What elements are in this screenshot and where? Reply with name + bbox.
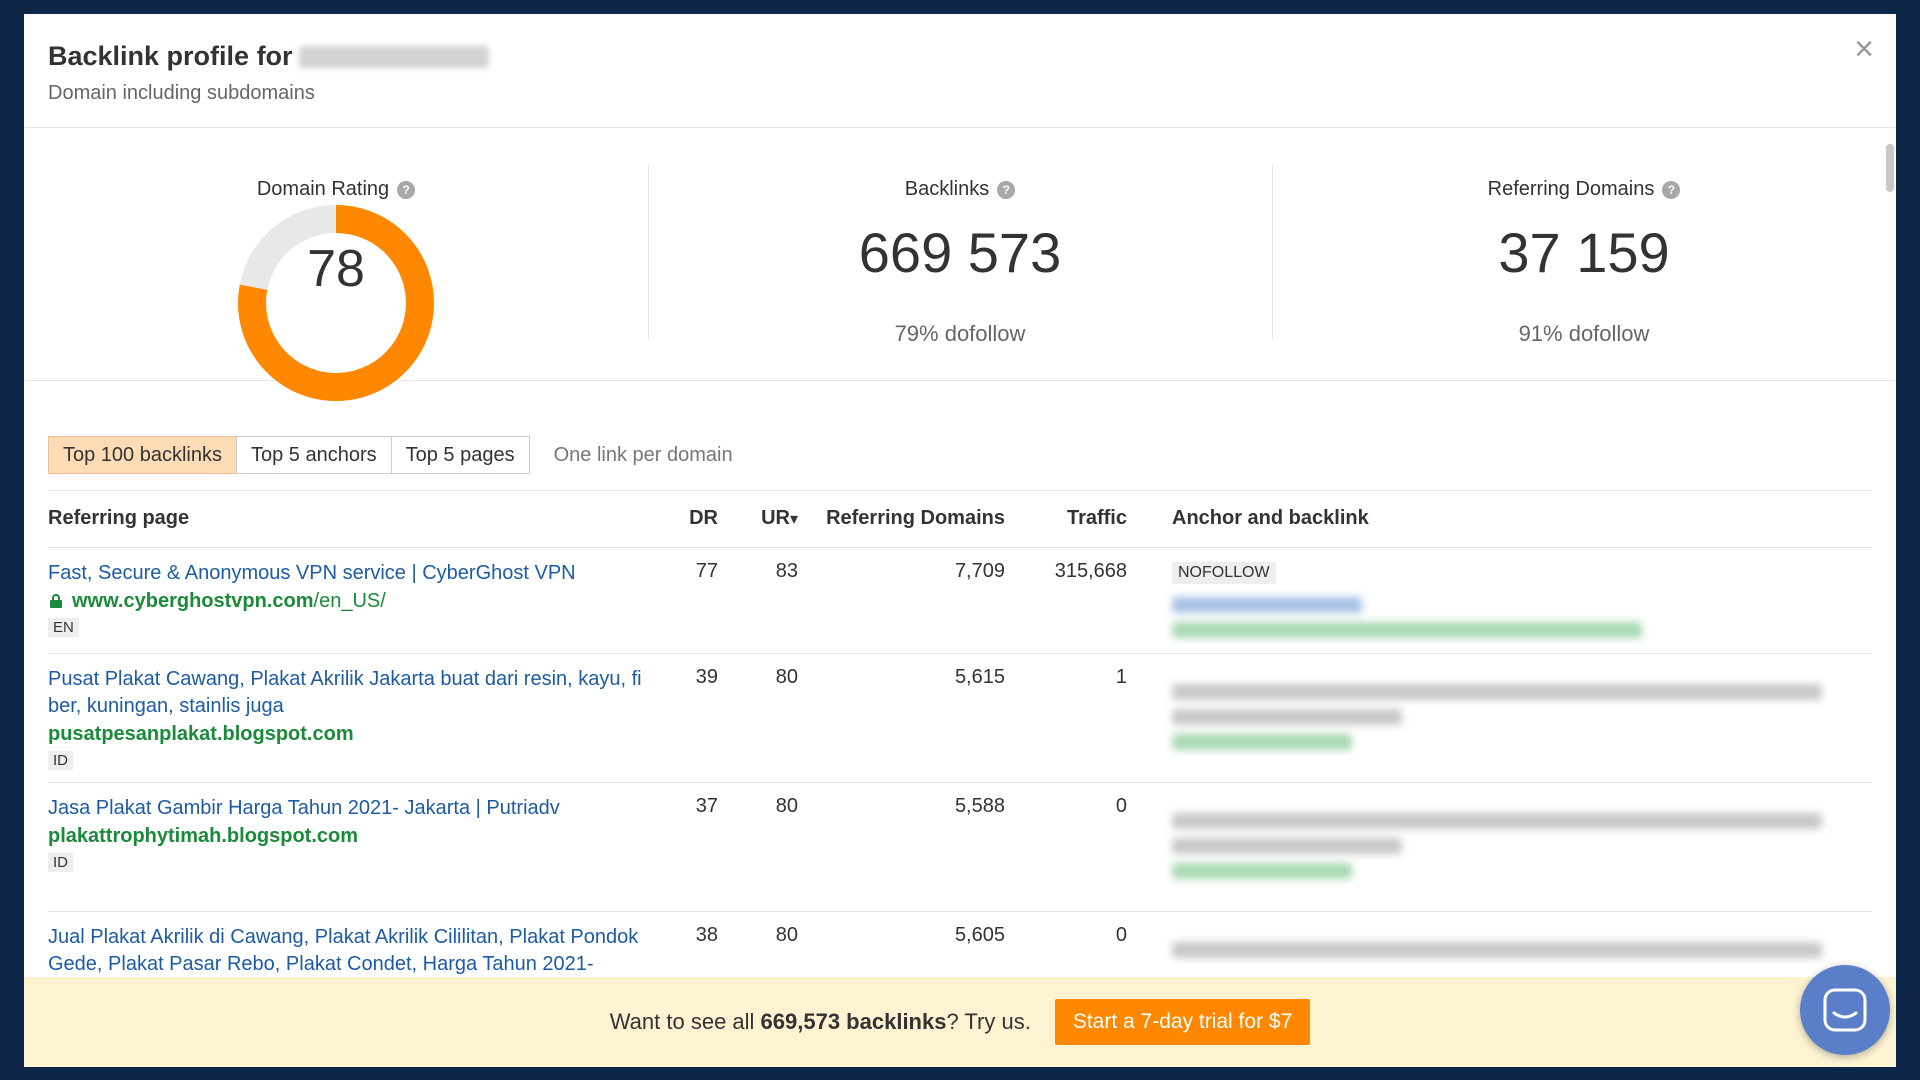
url-domain: pusatpesanplakat.blogspot.com	[48, 722, 354, 745]
stat-domain-rating: Domain Rating ? 78	[24, 128, 648, 401]
language-badge: ID	[48, 750, 73, 770]
url-domain: www.cyberghostvpn.com	[72, 589, 314, 612]
referring-page-link[interactable]: Pusat Plakat Cawang, Plakat Akrilik Jaka…	[48, 667, 642, 717]
backlinks-label: Backlinks	[904, 178, 990, 200]
referring-domains-cell: 5,588	[798, 782, 1005, 912]
traffic-cell: 315,668	[1005, 547, 1127, 654]
stat-label-domain-rating: Domain Rating ?	[256, 178, 416, 201]
ur-cell: 80	[718, 782, 798, 912]
dr-cell: 39	[648, 653, 718, 783]
banner-text: Want to see all 669,573 backlinks? Try u…	[610, 1009, 1031, 1035]
domain-rating-label: Domain Rating	[256, 178, 390, 200]
referring-page-link[interactable]: Jasa Plakat Gambir Harga Tahun 2021- Jak…	[48, 796, 560, 819]
header-anchor-backlink: Anchor and backlink	[1127, 491, 1872, 548]
backlinks-dofollow: 79% dofollow	[894, 321, 1026, 346]
referring-domains-value: 37 159	[1498, 221, 1670, 284]
redacted-anchor	[1172, 941, 1822, 958]
header-referring-domains[interactable]: Referring Domains	[798, 491, 1005, 548]
traffic-cell: 0	[1005, 782, 1127, 912]
stat-referring-domains: Referring Domains ? 37 159 91% dofollow	[1272, 128, 1896, 380]
one-link-per-domain[interactable]: One link per domain	[553, 443, 733, 466]
header-traffic[interactable]: Traffic	[1005, 491, 1127, 548]
modal-header: Backlink profile for Domain including su…	[24, 14, 1896, 128]
redacted-backlink	[1172, 621, 1642, 638]
gauge-svg	[238, 205, 434, 401]
referring-domains-label: Referring Domains	[1487, 178, 1655, 200]
redacted-backlink	[1172, 862, 1352, 879]
backlink-modal: Backlink profile for Domain including su…	[24, 14, 1896, 1067]
domain-rating-gauge: 78	[236, 203, 436, 403]
table-row: Jasa Plakat Gambir Harga Tahun 2021- Jak…	[48, 782, 1872, 912]
language-badge: ID	[48, 852, 73, 872]
language-badge: EN	[48, 617, 79, 637]
referring-page-cell: Fast, Secure & Anonymous VPN service | C…	[48, 547, 648, 654]
referring-page-cell: Jasa Plakat Gambir Harga Tahun 2021- Jak…	[48, 782, 648, 912]
redacted-anchor-2	[1172, 708, 1402, 725]
referring-domains-cell: 5,615	[798, 653, 1005, 783]
table-row: Pusat Plakat Cawang, Plakat Akrilik Jaka…	[48, 653, 1872, 783]
banner-text-post: ? Try us.	[946, 1009, 1031, 1034]
referring-page-url[interactable]: www.cyberghostvpn.com/en_US/	[48, 587, 648, 615]
traffic-cell: 1	[1005, 653, 1127, 783]
referring-domains-dofollow: 91% dofollow	[1518, 321, 1650, 346]
backlinks-content: Top 100 backlinks Top 5 anchors Top 5 pa…	[24, 381, 1896, 1041]
referring-page-cell: Pusat Plakat Cawang, Plakat Akrilik Jaka…	[48, 653, 648, 783]
anchor-cell: NOFOLLOW	[1127, 547, 1872, 654]
redacted-anchor-2	[1172, 837, 1402, 854]
start-trial-button[interactable]: Start a 7-day trial for $7	[1054, 999, 1311, 1045]
url-path: /en_US/	[313, 589, 386, 612]
stat-backlinks: Backlinks ? 669 573 79% dofollow	[648, 128, 1272, 380]
help-icon[interactable]: ?	[397, 180, 416, 199]
help-icon[interactable]: ?	[1662, 180, 1681, 199]
ur-cell: 83	[718, 547, 798, 654]
modal-title-text: Backlink profile for	[48, 41, 293, 71]
lock-icon	[50, 593, 62, 608]
banner-text-pre: Want to see all	[609, 1009, 761, 1034]
modal-title: Backlink profile for	[48, 41, 1872, 72]
dr-cell: 77	[648, 547, 718, 654]
nofollow-badge: NOFOLLOW	[1172, 561, 1276, 584]
url-domain: plakattrophytimah.blogspot.com	[48, 824, 359, 847]
redacted-anchor	[1172, 683, 1822, 700]
referring-domains-cell: 7,709	[798, 547, 1005, 654]
referring-page-link[interactable]: Fast, Secure & Anonymous VPN service | C…	[48, 561, 576, 584]
stat-label-backlinks: Backlinks ?	[904, 178, 1016, 201]
redacted-domain	[298, 45, 489, 68]
header-referring-page[interactable]: Referring page	[48, 491, 648, 548]
modal-subtitle: Domain including subdomains	[48, 82, 315, 104]
dr-cell: 37	[648, 782, 718, 912]
trial-banner: Want to see all 669,573 backlinks? Try u…	[24, 977, 1896, 1067]
backlinks-value: 669 573	[858, 221, 1062, 284]
domain-rating-value: 78	[307, 240, 365, 298]
stat-label-referring-domains: Referring Domains ?	[1488, 178, 1681, 201]
close-icon[interactable]: ×	[1854, 30, 1874, 68]
tab-top-5-anchors[interactable]: Top 5 anchors	[235, 436, 392, 474]
redacted-anchor	[1172, 596, 1362, 613]
tabs-row: Top 100 backlinks Top 5 anchors Top 5 pa…	[48, 381, 1872, 491]
header-ur[interactable]: UR▾	[718, 491, 798, 548]
tab-top-100-backlinks[interactable]: Top 100 backlinks	[48, 436, 237, 474]
redacted-anchor	[1172, 812, 1822, 829]
stats-panel: Domain Rating ? 78 Backlinks ? 669 573 7…	[24, 128, 1896, 401]
help-icon[interactable]: ?	[997, 180, 1016, 199]
header-ur-label: UR	[761, 507, 790, 530]
table-header-row: Referring page DR UR▾ Referring Domains …	[48, 491, 1872, 548]
backlinks-table: Referring page DR UR▾ Referring Domains …	[48, 491, 1872, 1041]
gauge-fill	[238, 205, 434, 401]
referring-page-url[interactable]: plakattrophytimah.blogspot.com	[48, 822, 648, 850]
sort-down-icon: ▾	[789, 511, 798, 529]
chat-icon-svg	[1823, 988, 1867, 1032]
referring-page-url[interactable]: pusatpesanplakat.blogspot.com	[48, 720, 648, 748]
table-row: Fast, Secure & Anonymous VPN service | C…	[48, 547, 1872, 654]
anchor-cell	[1127, 653, 1872, 783]
banner-text-bold: 669,573 backlinks	[760, 1009, 947, 1034]
scrollbar-thumb[interactable]	[1886, 144, 1894, 192]
ur-cell: 80	[718, 653, 798, 783]
chat-icon[interactable]	[1800, 965, 1890, 1055]
header-dr[interactable]: DR	[648, 491, 718, 548]
tab-top-5-pages[interactable]: Top 5 pages	[390, 436, 530, 474]
redacted-backlink	[1172, 733, 1352, 750]
anchor-cell	[1127, 782, 1872, 912]
